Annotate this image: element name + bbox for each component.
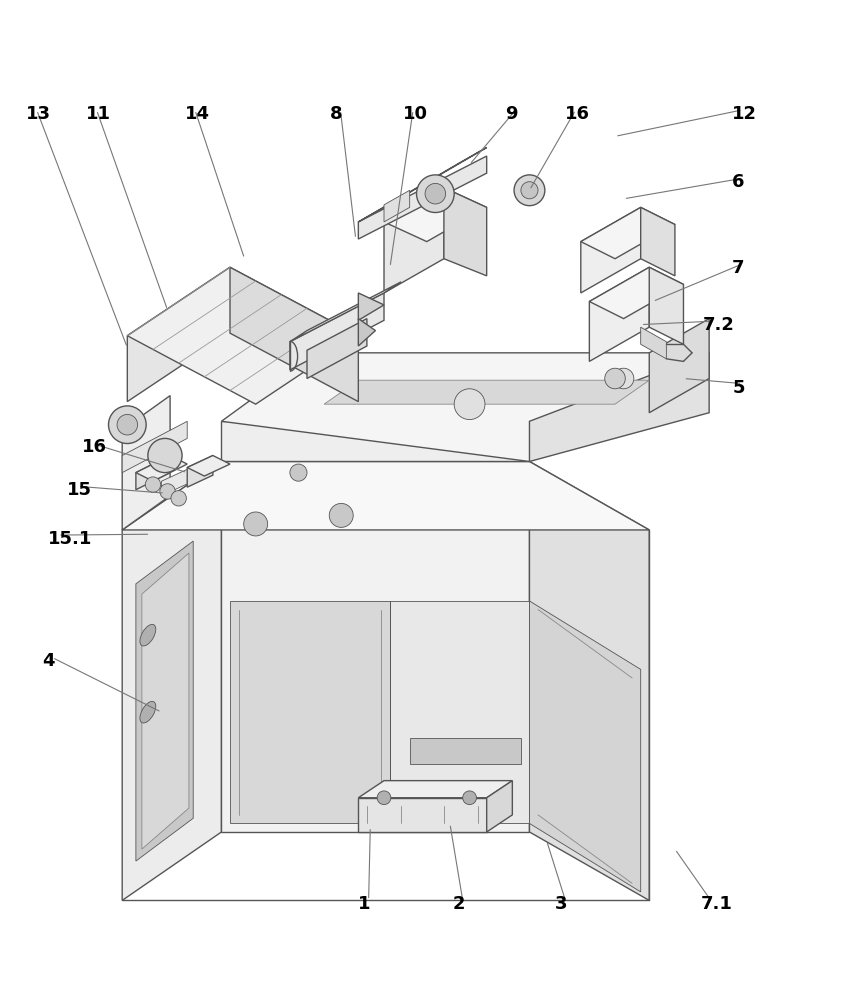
Circle shape [171, 491, 186, 506]
Circle shape [425, 183, 446, 204]
Circle shape [146, 477, 161, 492]
Text: 15: 15 [68, 481, 93, 499]
Text: 9: 9 [506, 105, 518, 123]
Text: 16: 16 [566, 105, 590, 123]
Text: 4: 4 [42, 652, 54, 670]
Text: 5: 5 [732, 379, 745, 397]
Polygon shape [581, 207, 675, 259]
Text: 7.1: 7.1 [700, 895, 733, 913]
Polygon shape [136, 541, 193, 861]
Circle shape [117, 414, 138, 435]
Text: 15.1: 15.1 [48, 530, 93, 548]
Polygon shape [136, 456, 170, 490]
Text: 2: 2 [452, 895, 465, 913]
Polygon shape [123, 396, 170, 530]
Polygon shape [530, 601, 641, 892]
Polygon shape [221, 461, 530, 832]
Polygon shape [358, 156, 487, 239]
Circle shape [454, 389, 485, 420]
Polygon shape [641, 207, 675, 276]
Polygon shape [123, 461, 221, 900]
Text: 6: 6 [732, 173, 745, 191]
Circle shape [329, 503, 353, 527]
Circle shape [463, 791, 476, 805]
Circle shape [514, 175, 545, 206]
Polygon shape [142, 553, 189, 849]
Polygon shape [324, 380, 650, 404]
Polygon shape [136, 456, 187, 481]
Text: 14: 14 [184, 105, 210, 123]
Polygon shape [221, 353, 709, 461]
Text: 12: 12 [732, 105, 758, 123]
Polygon shape [590, 267, 650, 361]
Polygon shape [358, 319, 375, 346]
Circle shape [109, 406, 147, 444]
Text: 3: 3 [555, 895, 567, 913]
Polygon shape [650, 267, 684, 344]
Polygon shape [581, 207, 641, 293]
Polygon shape [290, 282, 401, 342]
Polygon shape [221, 421, 530, 461]
Polygon shape [358, 147, 487, 222]
Text: 13: 13 [27, 105, 51, 123]
Ellipse shape [140, 701, 156, 723]
Circle shape [377, 791, 391, 805]
Polygon shape [128, 267, 230, 402]
Circle shape [417, 175, 454, 213]
Polygon shape [530, 461, 650, 900]
Circle shape [243, 512, 267, 536]
Polygon shape [390, 601, 530, 823]
Circle shape [148, 438, 182, 473]
Polygon shape [290, 293, 384, 370]
Polygon shape [230, 267, 358, 402]
Polygon shape [307, 319, 367, 379]
Ellipse shape [140, 624, 156, 646]
Polygon shape [590, 267, 684, 319]
Polygon shape [384, 188, 444, 293]
Polygon shape [230, 601, 390, 823]
Text: 8: 8 [330, 105, 343, 123]
Polygon shape [358, 798, 487, 832]
Polygon shape [187, 456, 213, 487]
Polygon shape [123, 421, 187, 473]
Polygon shape [358, 781, 512, 798]
Circle shape [160, 484, 175, 499]
Polygon shape [384, 190, 410, 222]
Polygon shape [487, 781, 512, 832]
Text: 10: 10 [403, 105, 428, 123]
Circle shape [614, 368, 634, 389]
Circle shape [605, 368, 626, 389]
Text: 7.2: 7.2 [702, 316, 734, 334]
Polygon shape [123, 461, 650, 530]
Text: 16: 16 [82, 438, 107, 456]
Polygon shape [444, 188, 487, 276]
Polygon shape [128, 267, 358, 404]
Polygon shape [187, 456, 230, 476]
Polygon shape [410, 738, 521, 764]
Polygon shape [162, 461, 204, 496]
Polygon shape [530, 353, 709, 461]
Circle shape [290, 464, 307, 481]
Polygon shape [384, 188, 487, 242]
Text: 1: 1 [358, 895, 371, 913]
Text: 7: 7 [732, 259, 745, 277]
Circle shape [521, 182, 538, 199]
Text: 11: 11 [87, 105, 111, 123]
Polygon shape [641, 327, 667, 359]
Polygon shape [358, 293, 384, 320]
Polygon shape [650, 319, 709, 413]
